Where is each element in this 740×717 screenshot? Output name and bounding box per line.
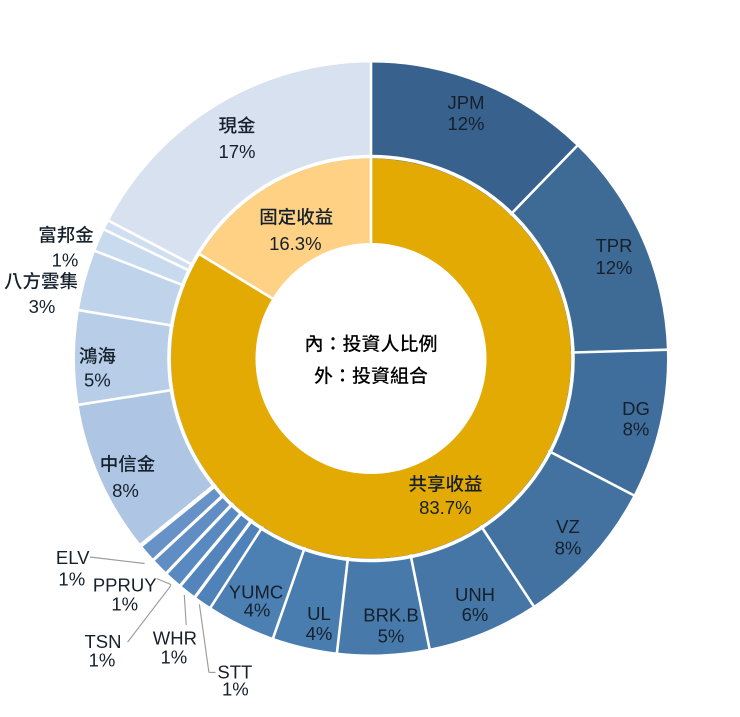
svg-text:5%: 5% [84, 370, 111, 391]
svg-text:BRK.B: BRK.B [363, 605, 419, 626]
svg-text:UL: UL [307, 603, 331, 624]
svg-text:DG: DG [622, 398, 650, 419]
svg-text:1%: 1% [89, 650, 116, 671]
svg-text:1%: 1% [58, 569, 85, 590]
svg-text:VZ: VZ [556, 516, 580, 537]
svg-text:83.7%: 83.7% [419, 497, 471, 518]
svg-text:1%: 1% [52, 250, 79, 271]
svg-text:UNH: UNH [455, 584, 495, 605]
svg-text:YUMC: YUMC [229, 582, 283, 603]
svg-text:8%: 8% [555, 538, 582, 559]
svg-text:TPR: TPR [596, 235, 633, 256]
svg-text:4%: 4% [244, 600, 271, 621]
svg-text:TSN: TSN [85, 631, 122, 652]
svg-text:8%: 8% [112, 480, 139, 501]
svg-text:3%: 3% [29, 296, 56, 317]
svg-text:ELV: ELV [56, 547, 90, 568]
svg-text:8%: 8% [623, 419, 650, 440]
svg-text:1%: 1% [111, 594, 138, 615]
svg-text:16.3%: 16.3% [269, 233, 321, 254]
svg-text:5%: 5% [378, 626, 405, 647]
svg-text:STT: STT [217, 662, 252, 683]
svg-text:4%: 4% [306, 623, 333, 644]
svg-text:1%: 1% [222, 679, 249, 700]
svg-text:1%: 1% [161, 647, 188, 668]
svg-text:12%: 12% [447, 113, 484, 134]
svg-text:JPM: JPM [448, 92, 485, 113]
svg-text:12%: 12% [595, 257, 632, 278]
svg-text:6%: 6% [462, 604, 489, 625]
svg-text:WHR: WHR [153, 628, 197, 649]
svg-text:17%: 17% [218, 141, 255, 162]
svg-text:PPRUY: PPRUY [93, 575, 157, 596]
